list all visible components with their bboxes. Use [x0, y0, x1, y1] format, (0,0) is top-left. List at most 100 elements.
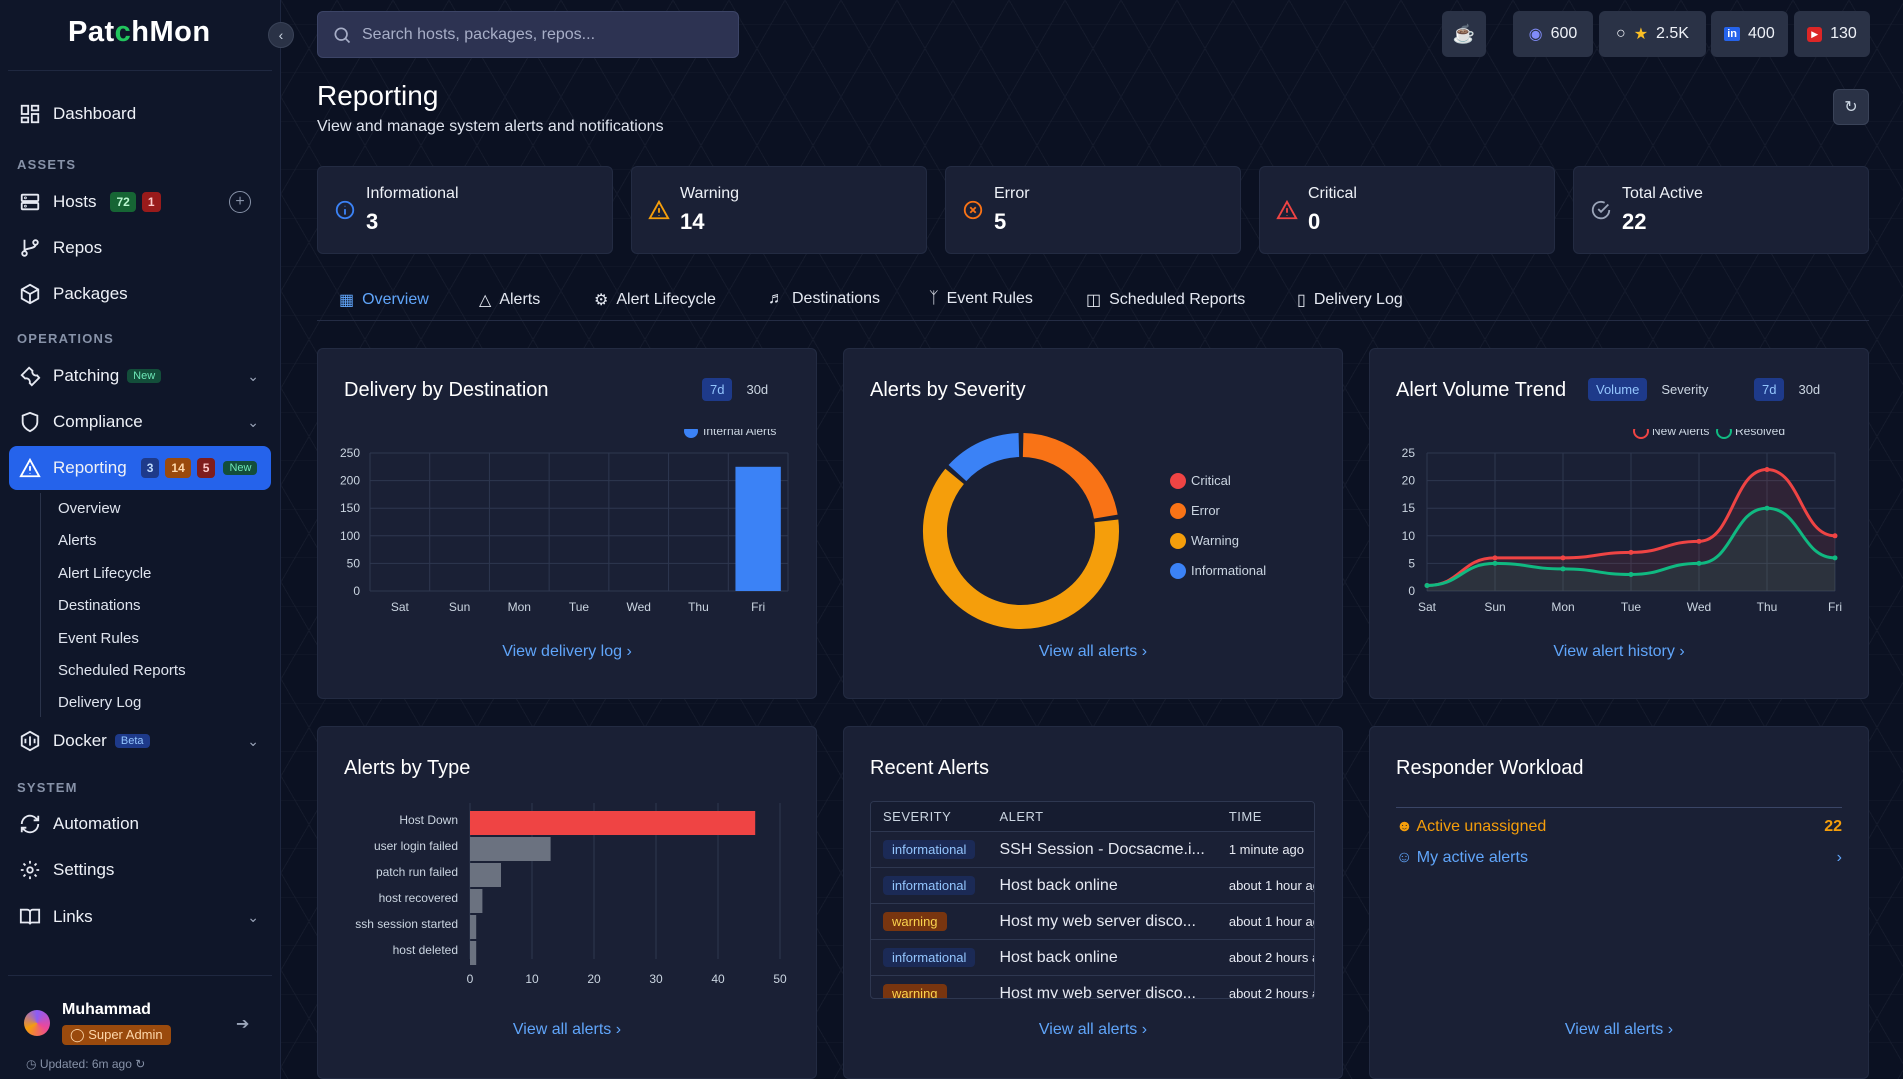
user-icon: ☺	[1396, 848, 1413, 866]
tab-overview[interactable]: ▦ Overview	[339, 291, 429, 309]
sidebar-item-label: Automation	[53, 814, 139, 833]
refresh-button[interactable]: ↻	[1833, 89, 1869, 125]
x-tick-label: Mon	[508, 600, 531, 614]
package-icon	[20, 283, 40, 305]
view-all-alerts-link[interactable]: View all alerts ›	[1038, 1021, 1148, 1038]
page-subtitle: View and manage system alerts and notifi…	[317, 118, 664, 135]
alert-trend-line-chart: 0 5 10 15 20 25 Sat Sun Mon Tue Wed Thu Fri New Alert…	[1402, 429, 1842, 614]
stat-value: 5	[994, 209, 1007, 234]
chevron-right-icon: ›	[1141, 643, 1148, 660]
linkedin-button[interactable]: in 400	[1711, 11, 1788, 57]
data-point	[1492, 555, 1498, 561]
data-point	[1492, 560, 1498, 566]
range-7d-button[interactable]: 7d	[702, 378, 733, 401]
view-alert-history-link[interactable]: View alert history ›	[1553, 643, 1685, 660]
warning-triangle-icon	[648, 199, 670, 220]
severity-badge: warning	[883, 984, 947, 998]
stat-card-informational[interactable]: Informational 3	[317, 166, 613, 254]
severity-mode-button[interactable]: Severity	[1661, 382, 1709, 397]
new-tag: New	[223, 461, 258, 475]
stat-card-warning[interactable]: Warning 14	[631, 166, 927, 254]
sidebar-subitem-scheduled-reports[interactable]: Scheduled Reports	[58, 662, 186, 679]
chevron-down-icon[interactable]: ⌄	[247, 908, 259, 925]
github-button[interactable]: ○ ★ 2.5K	[1599, 11, 1706, 57]
info-count-badge: 3	[140, 458, 160, 478]
sidebar-item-packages[interactable]: Packages	[9, 272, 271, 316]
table-row[interactable]: informational Host back online about 1 hou…	[871, 867, 1314, 904]
refresh-icon[interactable]: ↻	[135, 1057, 146, 1071]
stat-label: Critical	[1308, 185, 1357, 202]
sidebar-item-automation[interactable]: Automation	[9, 802, 271, 846]
section-heading-system: SYSTEM	[17, 780, 78, 795]
view-all-alerts-link[interactable]: View all alerts ›	[1038, 643, 1148, 660]
sidebar-item-docker[interactable]: Docker Beta ⌄	[9, 719, 271, 763]
chevron-right-icon: ›	[1836, 848, 1842, 866]
volume-mode-button[interactable]: Volume	[1588, 378, 1648, 401]
stat-card-error[interactable]: Error 5	[945, 166, 1241, 254]
search-input[interactable]: Search hosts, packages, repos...	[317, 11, 739, 58]
sidebar-subitem-delivery-log[interactable]: Delivery Log	[58, 694, 142, 711]
tab-alerts[interactable]: △ Alerts	[479, 291, 541, 309]
sidebar-item-dashboard[interactable]: Dashboard	[9, 92, 271, 136]
column-header-severity: SEVERITY	[871, 802, 988, 832]
discord-button[interactable]: ◉ 600	[1513, 11, 1593, 57]
avatar[interactable]	[24, 1010, 50, 1036]
y-tick-label: 20	[1402, 474, 1416, 488]
stat-value: 22	[1622, 209, 1647, 234]
logout-icon[interactable]: ➔	[236, 1016, 250, 1033]
sidebar-item-hosts[interactable]: Hosts 72 1 +	[9, 180, 271, 224]
sidebar-subitem-overview[interactable]: Overview	[58, 500, 121, 517]
sidebar-item-reporting[interactable]: Reporting 3 14 5 New	[9, 446, 271, 490]
sidebar-item-label: Compliance	[53, 412, 143, 431]
tab-delivery-log[interactable]: ▯ Delivery Log	[1297, 291, 1403, 309]
tab-scheduled-reports[interactable]: ◫ Scheduled Reports	[1086, 291, 1246, 309]
sidebar-item-settings[interactable]: Settings	[9, 848, 271, 892]
sidebar-subitem-alerts[interactable]: Alerts	[58, 532, 97, 549]
chevron-down-icon[interactable]: ⌄	[247, 367, 259, 384]
x-tick-label: Fri	[1828, 600, 1842, 614]
sidebar-subitem-destinations[interactable]: Destinations	[58, 597, 141, 614]
sidebar-item-patching[interactable]: Patching New ⌄	[9, 354, 271, 398]
view-all-alerts-link[interactable]: View all alerts ›	[512, 1021, 622, 1038]
alert-time: about 1 hour ago	[1216, 867, 1314, 904]
range-7d-button[interactable]: 7d	[1754, 378, 1785, 401]
sidebar-item-repos[interactable]: Repos	[9, 226, 271, 270]
sidebar-item-compliance[interactable]: Compliance ⌄	[9, 400, 271, 444]
y-tick-label: 150	[340, 501, 360, 515]
view-all-alerts-link[interactable]: View all alerts ›	[1564, 1021, 1674, 1038]
chevron-down-icon[interactable]: ⌄	[247, 732, 259, 749]
tab-event-rules[interactable]: ᛉ Event Rules	[929, 290, 1033, 307]
table-row[interactable]: warning Host my web server disco... about …	[871, 903, 1314, 940]
table-row[interactable]: informational Host back online about 2 hou…	[871, 939, 1314, 976]
sidebar: PatchMon Dashboard ASSETS Hosts 72 1 + R…	[0, 0, 281, 1079]
chevron-down-icon[interactable]: ⌄	[247, 413, 259, 430]
column-header-alert: ALERT	[987, 802, 1217, 832]
tab-alert-lifecycle[interactable]: ⚙ Alert Lifecycle	[594, 291, 716, 309]
stat-card-total-active[interactable]: Total Active 22	[1573, 166, 1869, 254]
range-30d-button[interactable]: 30d	[1798, 382, 1821, 397]
youtube-button[interactable]: ▶ 130	[1794, 11, 1870, 57]
legend-label: Resolved	[1735, 429, 1785, 438]
y-tick-label: user login failed	[374, 839, 458, 853]
active-unassigned-row[interactable]: ☻ Active unassigned 22	[1396, 817, 1842, 835]
tab-destinations[interactable]: ♬ Destinations	[768, 290, 881, 307]
hosts-count-badge: 72	[110, 192, 136, 212]
data-point	[1764, 505, 1770, 511]
app-logo[interactable]: PatchMon	[68, 16, 211, 48]
table-row[interactable]: informational SSH Session - Docsacme.i...…	[871, 831, 1314, 868]
stat-card-critical[interactable]: Critical 0	[1259, 166, 1555, 254]
buy-coffee-button[interactable]: ☕	[1442, 11, 1486, 57]
add-host-icon[interactable]: +	[229, 191, 251, 213]
table-row[interactable]: warning Host my web server disco... about …	[871, 975, 1314, 998]
collapse-sidebar-button[interactable]: ‹	[268, 22, 294, 48]
data-point	[1696, 538, 1702, 544]
linkedin-icon: in	[1724, 27, 1741, 41]
sidebar-subitem-alert-lifecycle[interactable]: Alert Lifecycle	[58, 565, 152, 582]
my-active-alerts-row[interactable]: ☺ My active alerts ›	[1396, 848, 1842, 866]
range-30d-button[interactable]: 30d	[746, 382, 769, 397]
view-delivery-log-link[interactable]: View delivery log ›	[502, 643, 632, 660]
chevron-right-icon: ›	[626, 643, 632, 660]
sidebar-item-links[interactable]: Links ⌄	[9, 895, 271, 939]
stat-label: Total Active	[1622, 185, 1703, 202]
sidebar-subitem-event-rules[interactable]: Event Rules	[58, 630, 139, 647]
